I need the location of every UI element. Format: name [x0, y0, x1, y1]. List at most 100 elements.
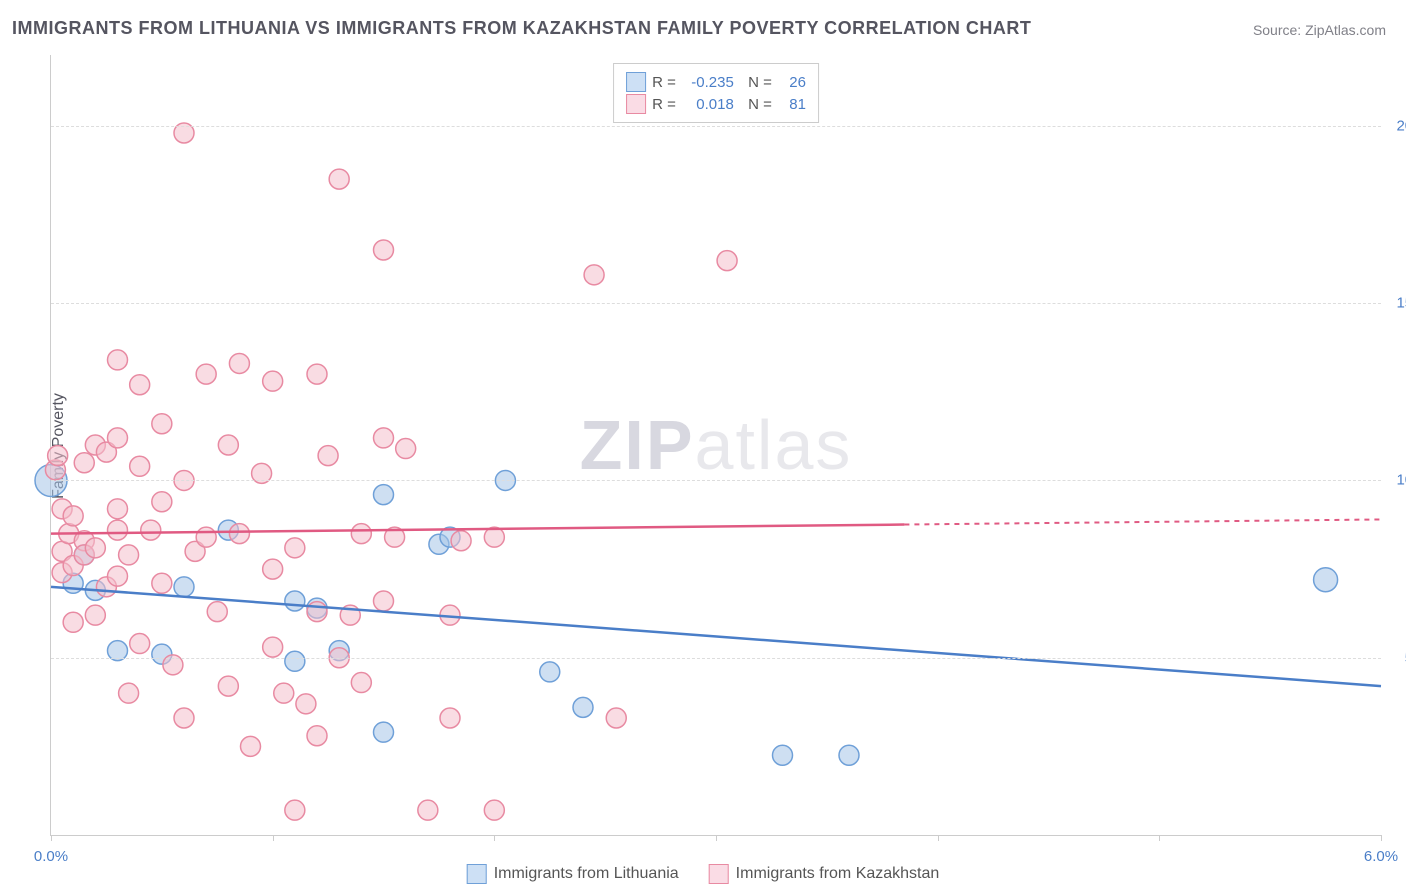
scatter-point: [263, 559, 283, 579]
x-tick: [51, 835, 52, 841]
scatter-point: [241, 736, 261, 756]
legend-swatch-kazakhstan: [626, 94, 646, 114]
scatter-point: [374, 722, 394, 742]
scatter-point: [196, 364, 216, 384]
scatter-point: [152, 573, 172, 593]
scatter-point: [130, 634, 150, 654]
scatter-point: [484, 800, 504, 820]
scatter-point: [1314, 568, 1338, 592]
chart-container: IMMIGRANTS FROM LITHUANIA VS IMMIGRANTS …: [0, 0, 1406, 892]
x-tick: [494, 835, 495, 841]
scatter-point: [396, 439, 416, 459]
scatter-point: [63, 612, 83, 632]
scatter-point: [351, 673, 371, 693]
scatter-point: [48, 446, 68, 466]
x-tick: [273, 835, 274, 841]
scatter-point: [263, 637, 283, 657]
scatter-point: [229, 524, 249, 544]
scatter-point: [318, 446, 338, 466]
x-tick: [938, 835, 939, 841]
scatter-point: [85, 538, 105, 558]
scatter-point: [108, 350, 128, 370]
scatter-point: [174, 708, 194, 728]
legend-r-value: -0.235: [682, 74, 734, 91]
scatter-point: [152, 492, 172, 512]
scatter-point: [584, 265, 604, 285]
x-tick: [1381, 835, 1382, 841]
scatter-point: [218, 435, 238, 455]
legend-row: R = -0.235 N = 26: [626, 72, 806, 92]
scatter-svg: [51, 55, 1381, 835]
chart-title: IMMIGRANTS FROM LITHUANIA VS IMMIGRANTS …: [12, 18, 1031, 39]
x-tick: [716, 835, 717, 841]
legend-n-label: N =: [740, 74, 772, 91]
scatter-point: [63, 506, 83, 526]
scatter-point: [119, 683, 139, 703]
y-tick-label: 10.0%: [1396, 472, 1406, 489]
scatter-point: [285, 651, 305, 671]
scatter-point: [174, 577, 194, 597]
series-label: Immigrants from Lithuania: [494, 865, 679, 883]
bottom-legend: Immigrants from Lithuania Immigrants fro…: [467, 864, 940, 884]
legend-r-label: R =: [652, 96, 676, 113]
scatter-point: [207, 602, 227, 622]
scatter-point: [540, 662, 560, 682]
scatter-point: [296, 694, 316, 714]
scatter-point: [130, 456, 150, 476]
scatter-point: [119, 545, 139, 565]
scatter-point: [606, 708, 626, 728]
scatter-point: [108, 566, 128, 586]
y-tick-label: 20.0%: [1396, 117, 1406, 134]
scatter-point: [374, 240, 394, 260]
scatter-point: [440, 708, 460, 728]
scatter-point: [263, 371, 283, 391]
series-label: Immigrants from Kazakhstan: [736, 865, 940, 883]
plot-area: ZIPatlas R = -0.235 N = 26 R = 0.018 N =…: [50, 55, 1381, 836]
legend-swatch-kazakhstan: [709, 864, 729, 884]
scatter-point: [229, 353, 249, 373]
legend-row: R = 0.018 N = 81: [626, 94, 806, 114]
scatter-point: [141, 520, 161, 540]
scatter-point: [717, 251, 737, 271]
scatter-point: [108, 499, 128, 519]
correlation-legend: R = -0.235 N = 26 R = 0.018 N = 81: [613, 63, 819, 123]
scatter-point: [130, 375, 150, 395]
legend-n-value: 26: [778, 74, 806, 91]
scatter-point: [74, 453, 94, 473]
gridline: [51, 480, 1381, 481]
scatter-point: [374, 428, 394, 448]
gridline: [51, 303, 1381, 304]
scatter-point: [274, 683, 294, 703]
scatter-point: [307, 364, 327, 384]
scatter-point: [108, 520, 128, 540]
scatter-point: [85, 605, 105, 625]
trend-line-dashed: [904, 519, 1381, 524]
legend-n-value: 81: [778, 96, 806, 113]
gridline: [51, 126, 1381, 127]
scatter-point: [418, 800, 438, 820]
scatter-point: [351, 524, 371, 544]
scatter-point: [108, 428, 128, 448]
trend-line: [51, 587, 1381, 686]
legend-swatch-lithuania: [467, 864, 487, 884]
legend-r-value: 0.018: [682, 96, 734, 113]
scatter-point: [773, 745, 793, 765]
legend-swatch-lithuania: [626, 72, 646, 92]
bottom-legend-item: Immigrants from Kazakhstan: [709, 864, 940, 884]
x-tick-label: 0.0%: [34, 848, 68, 865]
scatter-point: [573, 697, 593, 717]
scatter-point: [329, 169, 349, 189]
trend-line: [51, 525, 904, 534]
scatter-point: [285, 538, 305, 558]
scatter-point: [196, 527, 216, 547]
scatter-point: [374, 591, 394, 611]
scatter-point: [218, 676, 238, 696]
x-tick-label: 6.0%: [1364, 848, 1398, 865]
bottom-legend-item: Immigrants from Lithuania: [467, 864, 679, 884]
scatter-point: [374, 485, 394, 505]
legend-n-label: N =: [740, 96, 772, 113]
scatter-point: [307, 602, 327, 622]
legend-r-label: R =: [652, 74, 676, 91]
scatter-point: [451, 531, 471, 551]
scatter-point: [152, 414, 172, 434]
